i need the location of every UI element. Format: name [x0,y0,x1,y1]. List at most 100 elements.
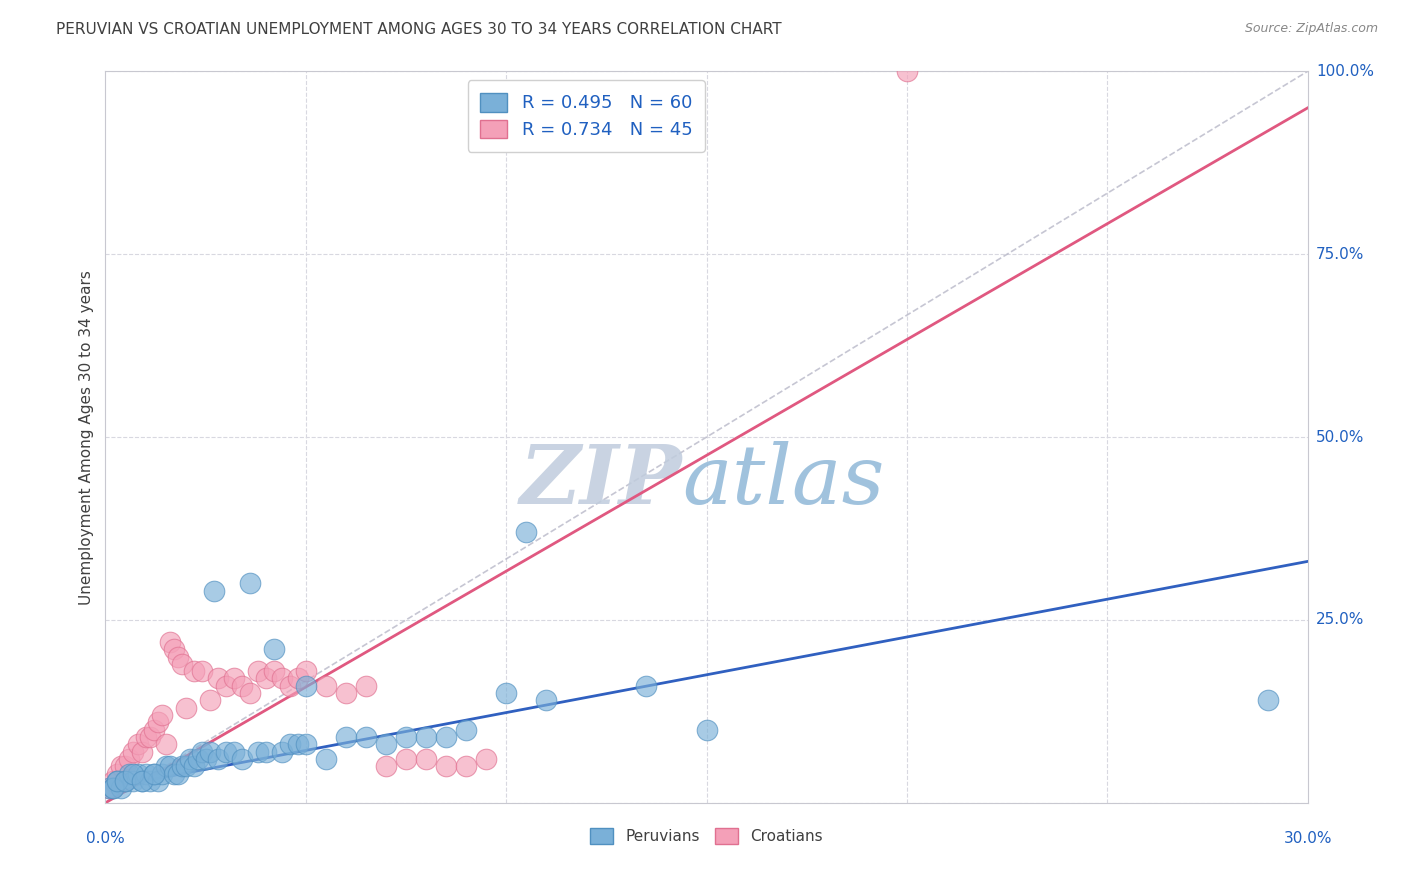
Point [374,759,398,773]
Point [374,737,398,751]
Point [110,781,132,796]
Point [415,730,437,744]
Point [198,693,221,707]
Point [114,773,136,788]
Point [103,781,125,796]
Point [107,766,129,780]
Point [146,715,169,730]
Point [395,730,418,744]
Point [231,679,253,693]
Point [98,781,121,796]
Point [150,708,173,723]
Text: PERUVIAN VS CROATIAN UNEMPLOYMENT AMONG AGES 30 TO 34 YEARS CORRELATION CHART: PERUVIAN VS CROATIAN UNEMPLOYMENT AMONG … [56,22,782,37]
Point [515,525,537,540]
Point [222,672,245,686]
Point [170,759,193,773]
Point [155,737,177,751]
Point [98,781,121,796]
Point [122,745,145,759]
Point [335,730,357,744]
Point [159,635,181,649]
Point [194,752,217,766]
Point [170,657,193,671]
Point [214,679,236,693]
Text: 25.0%: 25.0% [1316,613,1364,627]
Point [103,773,125,788]
Point [222,745,245,759]
Point [110,759,132,773]
Point [174,700,197,714]
Point [162,642,184,657]
Point [198,745,221,759]
Point [270,745,292,759]
Text: Source: ZipAtlas.com: Source: ZipAtlas.com [1244,22,1378,36]
Point [395,752,418,766]
Point [896,64,918,78]
Point [434,759,457,773]
Point [114,759,136,773]
Point [174,759,197,773]
Point [118,752,141,766]
Point [295,664,318,678]
Point [534,693,557,707]
Point [246,664,269,678]
Point [183,664,205,678]
Point [103,781,125,796]
Point [315,679,337,693]
Y-axis label: Unemployment Among Ages 30 to 34 years: Unemployment Among Ages 30 to 34 years [79,269,94,605]
Point [475,752,498,766]
Point [135,730,157,744]
Point [287,737,309,751]
Point [278,679,301,693]
Point [135,766,157,780]
Point [190,664,212,678]
Point [166,649,188,664]
Point [454,723,477,737]
Point [495,686,517,700]
Text: 100.0%: 100.0% [1316,64,1374,78]
Point [159,759,181,773]
Point [155,759,177,773]
Point [190,745,212,759]
Point [131,773,153,788]
Point [187,752,209,766]
Text: 30.0%: 30.0% [1284,830,1331,846]
Point [354,730,377,744]
Point [434,730,457,744]
Point [122,773,145,788]
Point [138,773,160,788]
Point [162,766,184,780]
Point [1257,693,1279,707]
Point [278,737,301,751]
Point [179,752,201,766]
Text: 0.0%: 0.0% [86,830,125,846]
Point [207,752,229,766]
Point [138,730,160,744]
Point [142,766,165,780]
Point [295,737,318,751]
Point [696,723,718,737]
Point [166,766,188,780]
Legend: Peruvians, Croatians: Peruvians, Croatians [583,822,830,850]
Point [142,723,165,737]
Point [207,672,229,686]
Point [150,766,173,780]
Point [415,752,437,766]
Point [231,752,253,766]
Point [254,672,277,686]
Point [122,766,145,780]
Point [142,766,165,780]
Text: 50.0%: 50.0% [1316,430,1364,444]
Point [246,745,269,759]
Text: atlas: atlas [682,441,884,521]
Point [214,745,236,759]
Point [146,773,169,788]
Text: ZIP: ZIP [520,441,682,521]
Point [354,679,377,693]
Point [107,773,129,788]
Point [315,752,337,766]
Point [263,664,285,678]
Point [131,773,153,788]
Point [270,672,292,686]
Point [454,759,477,773]
